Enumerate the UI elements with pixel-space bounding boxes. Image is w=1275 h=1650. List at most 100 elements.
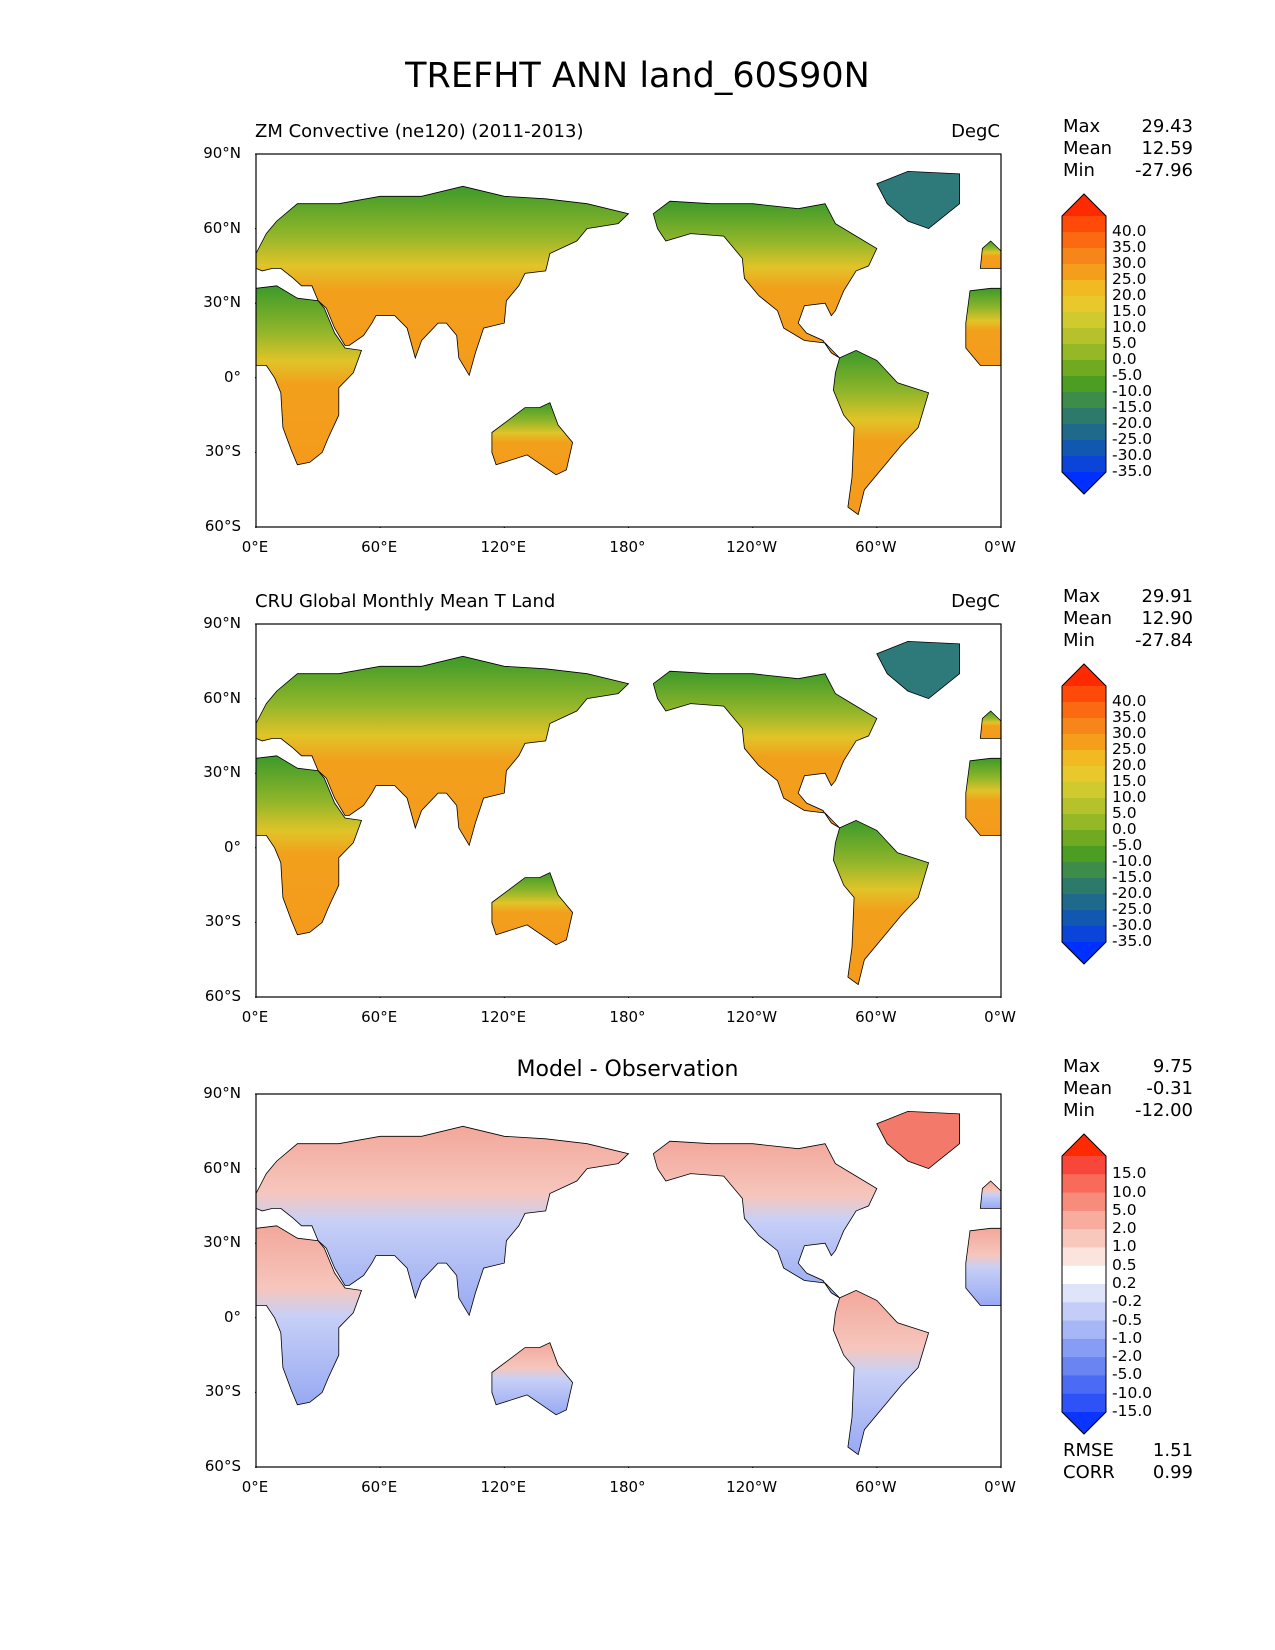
stat-label: Mean: [1063, 1078, 1113, 1099]
stat-label: Min: [1063, 630, 1095, 651]
rmse-value: 1.51: [1152, 1440, 1193, 1461]
panel-title: CRU Global Monthly Mean T Land: [255, 591, 556, 612]
stat-label: Max: [1063, 116, 1101, 137]
corr-value: 0.99: [1152, 1462, 1193, 1483]
colorbar-segment: [1062, 910, 1106, 927]
diff-stats: RMSE 1.51 CORR 0.99: [1063, 1440, 1193, 1484]
colorbar-tick-label: -35.0: [1112, 462, 1153, 480]
colorbar-tick-label: -25.0: [1112, 900, 1153, 918]
colorbar-tick-label: 10.0: [1112, 318, 1147, 336]
corr-label: CORR: [1063, 1462, 1115, 1483]
land-greenland: [876, 1110, 960, 1170]
colorbar-segment: [1062, 408, 1106, 425]
colorbar-segment: [1062, 734, 1106, 751]
land-greenland: [876, 170, 960, 230]
colorbar-segment: [1062, 440, 1106, 457]
colorbar-segment: [1062, 1284, 1106, 1303]
colorbar-tick-label: 1.0: [1112, 1237, 1137, 1256]
colorbar-tick-label: 0.2: [1112, 1274, 1137, 1292]
colorbar-segment: [1062, 328, 1106, 345]
colorbar-tick-label: -10.0: [1112, 852, 1153, 870]
land-australia: [491, 872, 574, 946]
stat-label: Mean: [1063, 608, 1113, 629]
colorbar-segment: [1062, 1192, 1106, 1212]
colorbar-tick-label: -5.0: [1112, 366, 1143, 384]
x-tick-label: 60°W: [855, 1008, 897, 1026]
colorbar-tick-label: 35.0: [1112, 708, 1147, 726]
x-tick-label: 120°E: [480, 1008, 527, 1026]
y-tick-label: 90°N: [203, 1084, 241, 1102]
x-tick-label: 0°W: [984, 1478, 1016, 1496]
x-tick-label: 60°E: [361, 538, 398, 556]
land-samerica: [832, 819, 930, 986]
colorbar-tick-label: -20.0: [1112, 414, 1153, 432]
stat-value: -0.31: [1146, 1078, 1193, 1099]
colorbar-tick-label: 30.0: [1112, 254, 1147, 272]
figure-title: TREFHT ANN land_60S90N: [405, 56, 870, 96]
y-tick-label: 60°N: [203, 1158, 241, 1177]
colorbar-tick-label: 15.0: [1112, 302, 1147, 320]
y-tick-label: 30°N: [203, 293, 241, 312]
stat-value: -27.96: [1134, 160, 1193, 181]
x-tick-label: 120°E: [480, 538, 527, 556]
colorbar-tick-label: 40.0: [1112, 692, 1147, 710]
colorbar-segment: [1062, 1393, 1106, 1413]
colorbar-tick-label: 40.0: [1112, 222, 1147, 240]
y-tick-label: 30°S: [204, 912, 241, 931]
colorbar-segment: [1062, 814, 1106, 831]
stat-label: Min: [1063, 160, 1095, 181]
colorbar-segment: [1062, 344, 1106, 361]
x-tick-label: 120°E: [480, 1478, 527, 1496]
stat-value: 29.43: [1141, 116, 1193, 137]
map-plot: [255, 1093, 1002, 1468]
colorbar-tick-label: -15.0: [1112, 868, 1153, 886]
land-eurasia: [255, 185, 630, 377]
stat-label: Max: [1063, 586, 1101, 607]
x-tick-label: 180°: [609, 538, 646, 556]
colorbar-segment: [1062, 264, 1106, 281]
panel-units: DegC: [951, 591, 1000, 612]
colorbar-tick-label: 0.5: [1112, 1255, 1137, 1274]
y-tick-label: 60°S: [204, 1457, 241, 1475]
colorbar: [1061, 663, 1107, 965]
colorbar-tick-label: 25.0: [1112, 740, 1147, 758]
colorbar-segment: [1062, 1320, 1106, 1340]
colorbar-segment: [1062, 232, 1106, 249]
colorbar-tick-label: -25.0: [1112, 430, 1153, 448]
colorbar-tick-label: -0.5: [1112, 1310, 1143, 1329]
x-tick-label: 60°W: [855, 1478, 897, 1496]
y-tick-label: 30°S: [204, 442, 241, 461]
land-westafrica: [965, 287, 1002, 366]
colorbar-tick-label: -20.0: [1112, 884, 1153, 902]
colorbar-outline: [1061, 1133, 1107, 1435]
land-eurasia: [255, 1125, 630, 1317]
x-tick-label: 180°: [609, 1478, 646, 1496]
colorbar-segment: [1062, 718, 1106, 735]
x-tick-label: 0°W: [984, 538, 1016, 556]
land-africa: [255, 285, 363, 466]
land-samerica: [832, 1289, 930, 1456]
land-westafrica: [965, 757, 1002, 836]
colorbar-extend-min: [1062, 942, 1106, 964]
y-tick-label: 0°: [223, 1307, 241, 1326]
colorbar-outline: [1061, 193, 1107, 495]
stat-value: 9.75: [1152, 1056, 1193, 1077]
y-tick-label: 60°S: [204, 517, 241, 535]
x-tick-label: 120°W: [726, 1008, 778, 1026]
colorbar-segment: [1062, 894, 1106, 911]
colorbar-tick-label: -35.0: [1112, 932, 1153, 950]
colorbar-tick-label: 20.0: [1112, 756, 1147, 774]
colorbar-segment: [1062, 1357, 1106, 1376]
colorbar-segment: [1062, 1247, 1106, 1267]
colorbar-segment: [1062, 862, 1106, 879]
stat-label: Mean: [1063, 138, 1113, 159]
land-namerica: [652, 200, 878, 359]
colorbar-tick-label: 25.0: [1112, 270, 1147, 288]
panel-title: ZM Convective (ne120) (2011-2013): [255, 121, 584, 142]
colorbar-tick-label: 20.0: [1112, 286, 1147, 304]
colorbar-segment: [1062, 926, 1106, 943]
x-tick-label: 0°W: [984, 1008, 1016, 1026]
colorbar-tick-label: -30.0: [1112, 916, 1153, 934]
x-tick-label: 120°W: [726, 538, 778, 556]
colorbar-segment: [1062, 878, 1106, 895]
